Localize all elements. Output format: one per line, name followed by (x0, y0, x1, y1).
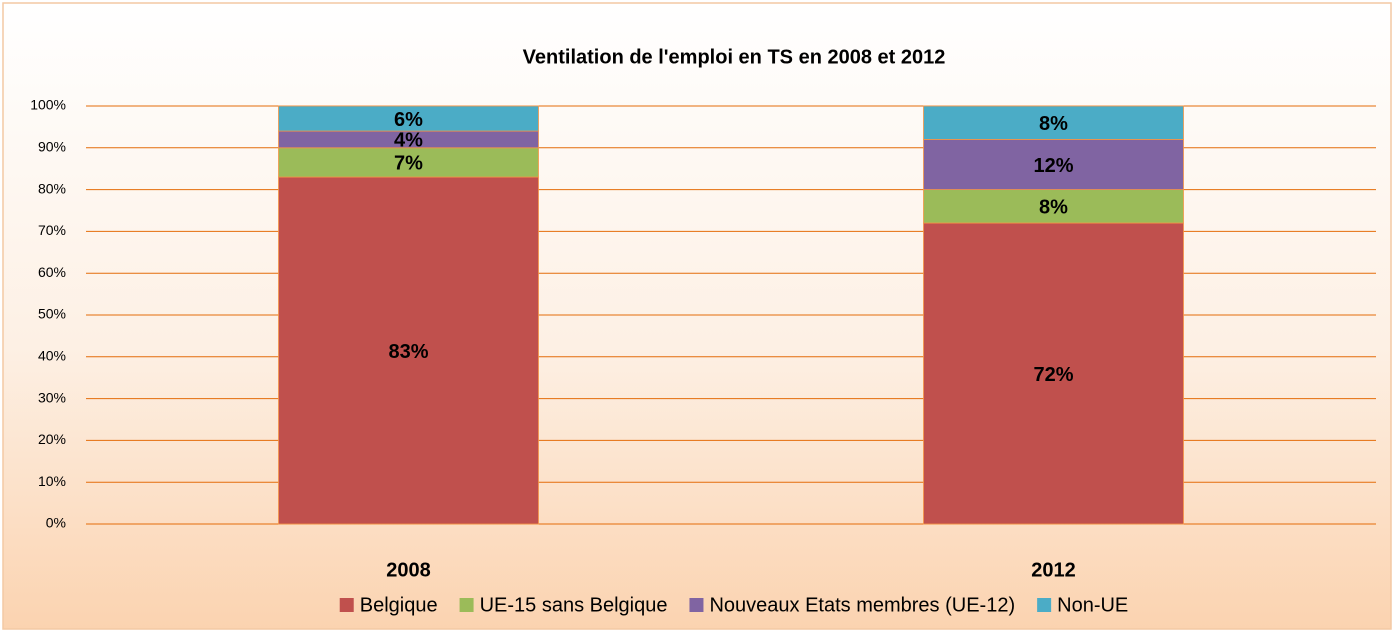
bar-segment (278, 105, 539, 132)
chart-title: Ventilation de l'emploi en TS en 2008 et… (523, 46, 946, 68)
y-tick-label: 60% (38, 264, 66, 280)
x-tick-label: 2012 (1031, 559, 1076, 581)
y-tick-label: 0% (46, 515, 66, 531)
y-tick-label: 80% (38, 180, 66, 196)
data-label: 83% (388, 341, 428, 363)
data-label: 7% (394, 153, 423, 175)
data-label: 72% (1033, 364, 1073, 386)
y-tick-label: 50% (38, 306, 66, 322)
y-tick-label: 100% (30, 97, 66, 113)
y-tick-label: 70% (38, 222, 66, 238)
bar-segment (923, 105, 1184, 140)
legend-label: Belgique (360, 594, 438, 616)
y-tick-label: 20% (38, 431, 66, 447)
data-label: 12% (1033, 155, 1073, 177)
legend-swatch (689, 598, 704, 612)
data-label: 6% (394, 109, 423, 131)
bar-segment (923, 139, 1184, 191)
bar-segment (278, 147, 539, 178)
data-label: 8% (1039, 113, 1068, 135)
legend-label: UE-15 sans Belgique (480, 594, 668, 616)
x-tick-label: 2008 (386, 559, 431, 581)
legend-swatch (1037, 598, 1052, 612)
y-tick-label: 90% (38, 139, 66, 155)
legend-label: Nouveaux Etats membres (UE-12) (709, 594, 1015, 616)
legend-label: Non-UE (1057, 594, 1128, 616)
y-tick-label: 10% (38, 473, 66, 489)
legend-swatch (459, 598, 474, 612)
data-label: 8% (1039, 197, 1068, 219)
bar-segment (278, 176, 539, 525)
bar-segment (923, 189, 1184, 224)
bar-segment (923, 222, 1184, 525)
legend: Belgique UE-15 sans Belgique Nouveaux Etat… (339, 594, 1128, 616)
data-label: 4% (394, 130, 423, 152)
y-tick-label: 30% (38, 389, 66, 405)
y-tick-label: 40% (38, 348, 66, 364)
legend-swatch (339, 598, 354, 612)
